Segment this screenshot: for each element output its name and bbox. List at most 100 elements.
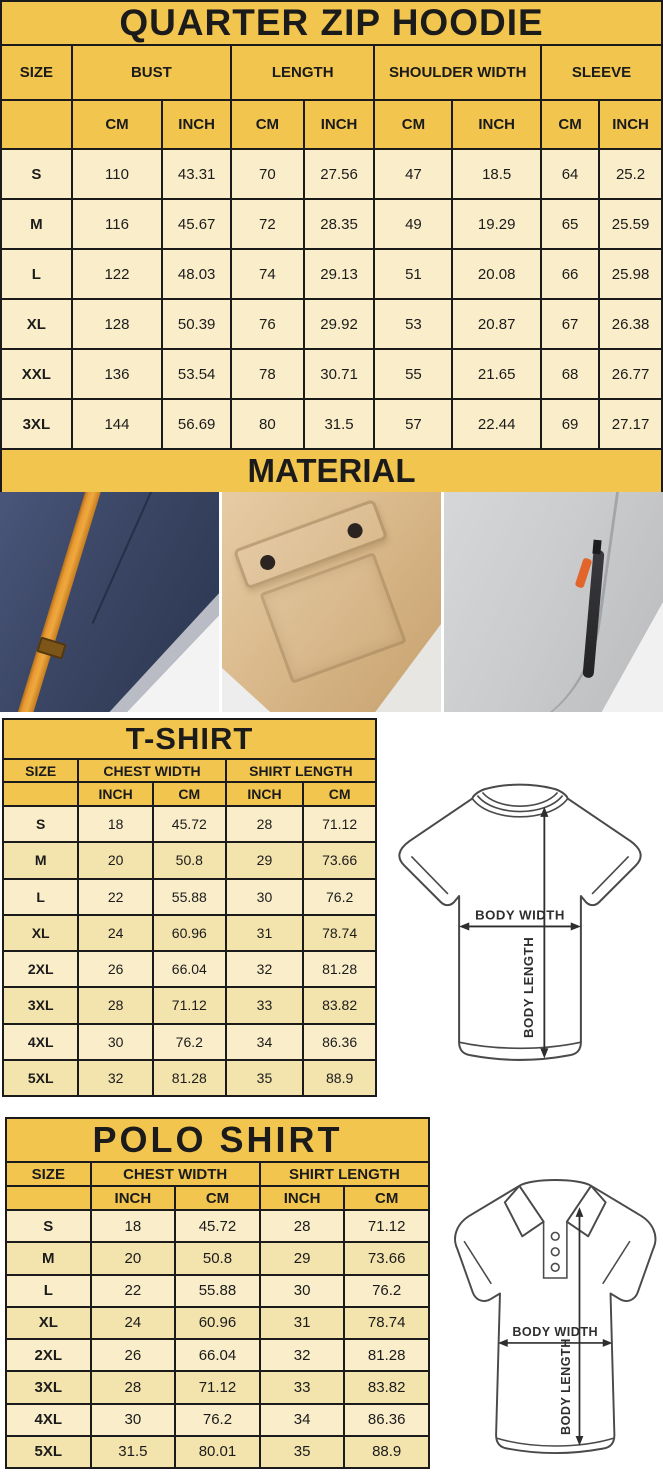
value-cell: 55 <box>373 348 454 400</box>
value-cell: 32 <box>77 1058 154 1098</box>
polo-line-drawing: BODY WIDTH BODY LENGTH <box>453 1179 656 1454</box>
button-placket <box>542 1221 568 1279</box>
hoodie-table-body: S 110 43.31 70 27.56 47 18.5 64 25.2 M 116 45.67 72 2… <box>0 148 663 450</box>
value-cell: 22 <box>77 877 154 916</box>
body-width-label: BODY WIDTH <box>475 907 565 922</box>
size-cell: XL <box>5 1305 92 1341</box>
size-cell: 3XL <box>5 1370 92 1405</box>
value-cell: 25.98 <box>598 248 663 300</box>
value-cell: 20.87 <box>451 298 542 350</box>
size-cell: XL <box>0 298 73 350</box>
value-cell: 31 <box>224 913 305 953</box>
value-cell: 66 <box>539 248 601 300</box>
value-cell: 71.12 <box>151 986 227 1025</box>
right-cuff-hem <box>591 855 630 895</box>
unit-header: CM <box>539 99 601 150</box>
arrowhead-top <box>575 1207 583 1217</box>
value-cell: 55.88 <box>151 877 227 916</box>
value-cell: 26.77 <box>598 348 663 400</box>
unit-header: CM <box>373 99 454 150</box>
value-cell: 76.2 <box>302 877 377 916</box>
material-photo-navy-drawcord <box>0 492 219 712</box>
value-cell: 30 <box>258 1273 346 1308</box>
left-cuff-hem <box>410 855 449 895</box>
unit-header: CM <box>230 99 305 150</box>
value-cell: 50.39 <box>161 298 232 350</box>
arrowhead-left <box>497 1339 508 1347</box>
body-length-label: BODY LENGTH <box>558 1338 572 1435</box>
value-cell: 66.04 <box>151 949 227 989</box>
value-cell: 88.9 <box>302 1058 377 1098</box>
size-cell: S <box>1 804 80 844</box>
value-cell: 60.96 <box>174 1305 261 1341</box>
polo-table-body: S 18 45.72 28 71.12 M 20 50.8 29 73.66 L 22 55.88 30 7… <box>5 1208 430 1470</box>
value-cell: 86.36 <box>302 1022 377 1061</box>
size-cell: L <box>1 877 80 916</box>
table-row: 5XL 31.5 80.01 35 88.9 <box>5 1434 430 1470</box>
value-cell: 53.54 <box>161 348 232 400</box>
value-cell: 76.2 <box>343 1273 430 1308</box>
table-row: XL 24 60.96 31 78.74 <box>1 913 377 953</box>
fabric-seam <box>91 492 155 624</box>
value-cell: 28.35 <box>302 198 376 250</box>
tshirt-col-shirt-length: SHIRT LENGTH <box>224 758 378 783</box>
value-cell: 53 <box>373 298 454 350</box>
value-cell: 49 <box>373 198 454 250</box>
hoodie-col-sleeve: SLEEVE <box>539 44 663 101</box>
value-cell: 28 <box>89 1370 177 1405</box>
value-cell: 28 <box>77 986 154 1025</box>
value-cell: 64 <box>539 148 601 200</box>
value-cell: 21.65 <box>451 348 542 400</box>
polo-col-shirt-length: SHIRT LENGTH <box>258 1161 431 1187</box>
value-cell: 48.03 <box>161 248 232 300</box>
value-cell: 60.96 <box>151 913 227 953</box>
value-cell: 43.31 <box>161 148 232 200</box>
size-cell: 4XL <box>5 1402 92 1437</box>
arrowhead-left <box>459 922 470 931</box>
material-photos <box>0 492 663 712</box>
value-cell: 83.82 <box>302 986 377 1025</box>
collar-rib-mid <box>476 795 564 813</box>
tshirt-col-size: SIZE <box>1 758 80 783</box>
collar-right-flap <box>565 1184 607 1238</box>
value-cell: 45.67 <box>161 198 232 250</box>
value-cell: 78.74 <box>302 913 377 953</box>
table-row: M 20 50.8 29 73.66 <box>1 841 377 880</box>
unit-header: CM <box>343 1185 430 1211</box>
left-cuff-hem <box>462 1240 492 1285</box>
value-cell: 71.12 <box>343 1208 430 1244</box>
value-cell: 31.5 <box>302 398 376 450</box>
table-row: S 18 45.72 28 71.12 <box>1 804 377 844</box>
value-cell: 83.82 <box>343 1370 430 1405</box>
table-row: 3XL 28 71.12 33 83.82 <box>5 1370 430 1405</box>
value-cell: 18 <box>77 804 154 844</box>
value-cell: 128 <box>70 298 164 350</box>
bottom-hem <box>495 1437 615 1447</box>
value-cell: 24 <box>77 913 154 953</box>
value-cell: 47 <box>373 148 454 200</box>
value-cell: 51 <box>373 248 454 300</box>
bottom-hem <box>458 1041 582 1050</box>
table-row: 4XL 30 76.2 34 86.36 <box>1 1022 377 1061</box>
hoodie-size-chart: QUARTER ZIP HOODIE SIZE BUST LENGTH SHOU… <box>0 0 663 450</box>
value-cell: 29 <box>224 841 305 880</box>
value-cell: 25.59 <box>598 198 663 250</box>
value-cell: 35 <box>258 1434 346 1470</box>
value-cell: 24 <box>89 1305 177 1341</box>
table-row: L 22 55.88 30 76.2 <box>5 1273 430 1308</box>
value-cell: 80.01 <box>174 1434 261 1470</box>
value-cell: 66.04 <box>174 1337 261 1373</box>
unit-header: CM <box>302 781 377 807</box>
size-cell: 2XL <box>1 949 80 989</box>
value-cell: 57 <box>373 398 454 450</box>
polo-measurement-diagram: BODY WIDTH BODY LENGTH <box>430 1117 663 1469</box>
value-cell: 20.08 <box>451 248 542 300</box>
unit-header: INCH <box>258 1185 346 1211</box>
value-cell: 81.28 <box>151 1058 227 1098</box>
value-cell: 34 <box>224 1022 305 1061</box>
value-cell: 78.74 <box>343 1305 430 1341</box>
polo-section: POLO SHIRT SIZE CHEST WIDTH SHIRT LENGTH… <box>0 1117 663 1475</box>
value-cell: 18.5 <box>451 148 542 200</box>
unit-header: CM <box>151 781 227 807</box>
value-cell: 32 <box>224 949 305 989</box>
